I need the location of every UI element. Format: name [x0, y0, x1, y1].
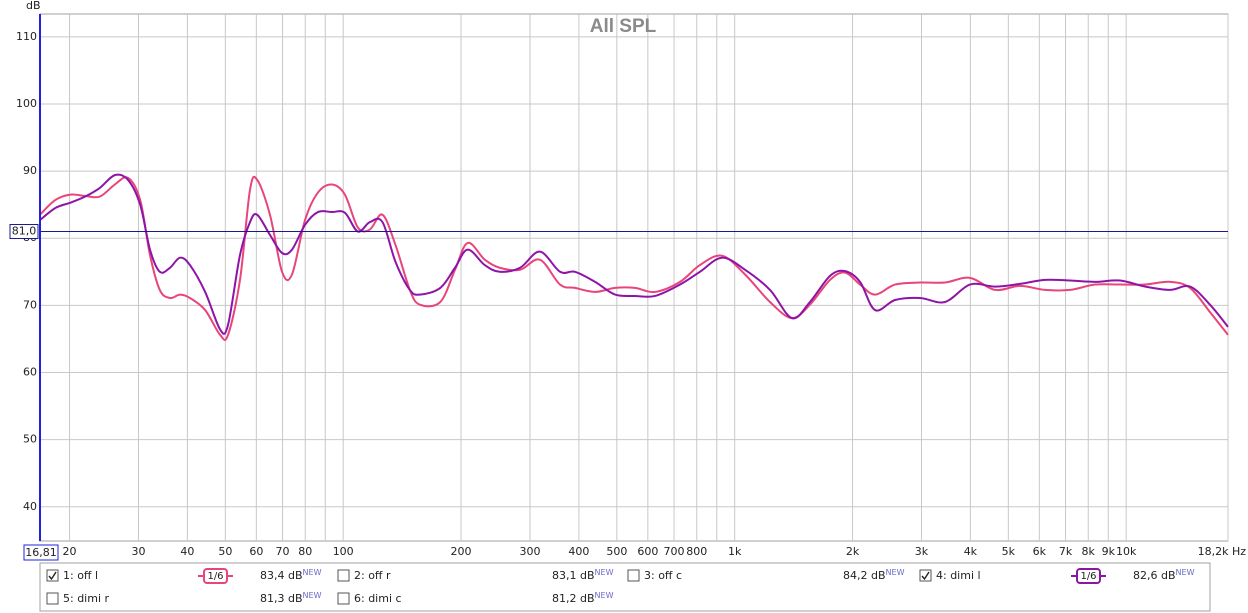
- smoothing-label: 1/6: [207, 571, 223, 582]
- level-value: 81,3 dB: [260, 592, 303, 605]
- x-tick-label: 800: [686, 545, 707, 558]
- x-tick-label: 60: [249, 545, 263, 558]
- x-tick-label: 400: [568, 545, 589, 558]
- legend-label: 2: off r: [354, 569, 391, 582]
- y-tick-label: 100: [16, 97, 37, 110]
- y-tick-label: 70: [23, 298, 37, 311]
- x-tick-label: 2k: [846, 545, 860, 558]
- legend-level: 82,6 dBNEW: [1133, 568, 1195, 583]
- legend-label: 5: dimi r: [63, 592, 110, 605]
- cursor-box-x: [23, 544, 59, 561]
- x-tick-label: 500: [606, 545, 627, 558]
- legend-checkbox[interactable]: [337, 569, 350, 582]
- legend-entry[interactable]: 5: dimi r 81,3 dBNEW: [46, 591, 322, 606]
- legend-level: 83,1 dBNEW: [552, 568, 614, 583]
- level-badge: NEW: [886, 568, 905, 577]
- legend-level: 81,3 dBNEW: [260, 591, 322, 606]
- x-tick-label: 300: [519, 545, 540, 558]
- x-tick-label: 80: [298, 545, 312, 558]
- level-badge: NEW: [303, 591, 322, 600]
- x-tick-label: 7k: [1059, 545, 1073, 558]
- y-tick-label: 90: [23, 164, 37, 177]
- series-line: [39, 175, 1229, 342]
- smoothing-label: 1/6: [1080, 571, 1096, 582]
- x-tick-label: 18,2k Hz: [1198, 545, 1247, 558]
- legend-checkbox[interactable]: [627, 569, 640, 582]
- cursor-label-x: 16,81: [25, 546, 57, 559]
- legend-label: 6: dimi c: [354, 592, 402, 605]
- level-value: 83,1 dB: [552, 569, 595, 582]
- x-tick-label: 9k: [1102, 545, 1116, 558]
- level-badge: NEW: [1176, 568, 1195, 577]
- smoothing-badge: [1076, 568, 1101, 584]
- level-value: 81,2 dB: [552, 592, 595, 605]
- legend-level: 84,2 dBNEW: [843, 568, 905, 583]
- chart-title: All SPL: [590, 16, 657, 37]
- legend-checkbox[interactable]: [46, 569, 59, 582]
- legend-check: [48, 571, 57, 581]
- legend-checkbox[interactable]: [46, 592, 59, 605]
- x-tick-label: 600: [637, 545, 658, 558]
- level-badge: NEW: [595, 591, 614, 600]
- y-tick-label: 50: [23, 433, 37, 446]
- level-badge: NEW: [595, 568, 614, 577]
- level-value: 82,6 dB: [1133, 569, 1176, 582]
- x-tick-label: 40: [180, 545, 194, 558]
- level-badge: NEW: [303, 568, 322, 577]
- level-value: 83,4 dB: [260, 569, 303, 582]
- x-tick-label: 6k: [1033, 545, 1047, 558]
- x-tick-label: 10k: [1116, 545, 1137, 558]
- legend-entry[interactable]: 4: dimi l 1/6 82,6 dBNEW: [919, 568, 1195, 584]
- legend-level: 83,4 dBNEW: [260, 568, 322, 583]
- y-tick-label: 110: [16, 30, 37, 43]
- legend-label: 1: off l: [63, 569, 98, 582]
- y-tick-label: 60: [23, 365, 37, 378]
- smoothing-badge: [203, 568, 228, 584]
- x-tick-label: 20: [63, 545, 77, 558]
- plot-area: [39, 13, 1229, 542]
- legend-entry[interactable]: 2: off r 83,1 dBNEW: [337, 568, 614, 583]
- x-tick-label: 5k: [1002, 545, 1016, 558]
- legend-checkbox[interactable]: [337, 592, 350, 605]
- y-tick-label: 40: [23, 500, 37, 513]
- legend-label: 4: dimi l: [936, 569, 981, 582]
- level-value: 84,2 dB: [843, 569, 886, 582]
- legend-entry[interactable]: 3: off c 84,2 dBNEW: [627, 568, 905, 583]
- cursor-label-y: 81,0: [12, 225, 37, 238]
- legend-entry[interactable]: 6: dimi c 81,2 dBNEW: [337, 591, 614, 606]
- legend-checkbox[interactable]: [919, 569, 932, 582]
- legend-entry[interactable]: 1: off l 1/6 83,4 dBNEW: [46, 568, 322, 584]
- x-tick-label: 200: [451, 545, 472, 558]
- x-tick-label: 1k: [728, 545, 742, 558]
- x-tick-label: 700: [664, 545, 685, 558]
- x-tick-label: 100: [333, 545, 354, 558]
- cursor-box-y: [9, 224, 39, 240]
- x-tick-label: 70: [276, 545, 290, 558]
- legend-box: [39, 562, 1211, 612]
- x-tick-label: 30: [131, 545, 145, 558]
- x-tick-label: 4k: [964, 545, 978, 558]
- legend-level: 81,2 dBNEW: [552, 591, 614, 606]
- x-tick-label: 50: [218, 545, 232, 558]
- legend-check: [921, 571, 930, 581]
- series-line: [39, 173, 1229, 335]
- x-tick-label: 3k: [915, 545, 929, 558]
- legend-label: 3: off c: [644, 569, 682, 582]
- y-unit: dB: [26, 0, 41, 12]
- x-tick-label: 8k: [1082, 545, 1096, 558]
